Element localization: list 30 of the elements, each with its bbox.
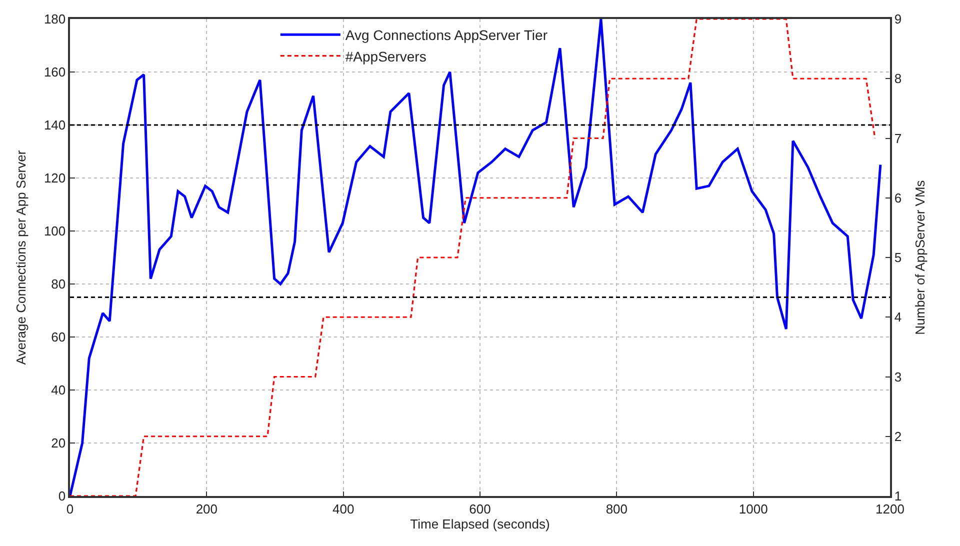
y-tick-label: 100 <box>44 224 66 239</box>
y2-tick-label: 7 <box>894 130 902 146</box>
y-tick-label: 80 <box>51 276 66 292</box>
y-tick-label: 60 <box>51 330 66 345</box>
y-tick-label: 0 <box>58 488 66 504</box>
y2-tick-label: 1 <box>894 488 902 504</box>
x-tick-label: 600 <box>469 501 491 516</box>
legend-label: #AppServers <box>345 48 426 64</box>
x-axis-title: Time Elapsed (seconds) <box>410 516 550 532</box>
y-tick-label: 120 <box>44 170 66 186</box>
y2-tick-label: 4 <box>894 310 902 325</box>
y2-tick-label: 8 <box>894 71 902 86</box>
y-tick-label: 140 <box>44 118 66 133</box>
y-tick-label: 160 <box>44 64 66 80</box>
y2-tick-label: 2 <box>894 428 902 444</box>
x-tick-label: 1000 <box>738 501 768 516</box>
y-axis-title: Average Connections per App Server <box>13 150 28 365</box>
y2-tick-label: 9 <box>894 12 902 27</box>
y2-axis-title: Number of AppServer VMs <box>912 180 928 335</box>
y2-tick-label: 6 <box>894 190 902 206</box>
y-tick-label: 20 <box>51 436 66 451</box>
y2-tick-label: 3 <box>894 369 902 384</box>
legend-label: Avg Connections AppServer Tier <box>345 27 548 44</box>
x-tick-label: 1200 <box>876 501 904 516</box>
y2-tick-label: 5 <box>894 250 902 266</box>
y-tick-label: 180 <box>44 12 66 27</box>
x-tick-label: 400 <box>332 501 354 516</box>
y-tick-label: 40 <box>51 382 66 398</box>
x-tick-label: 200 <box>196 501 218 516</box>
x-tick-label: 800 <box>606 501 628 516</box>
